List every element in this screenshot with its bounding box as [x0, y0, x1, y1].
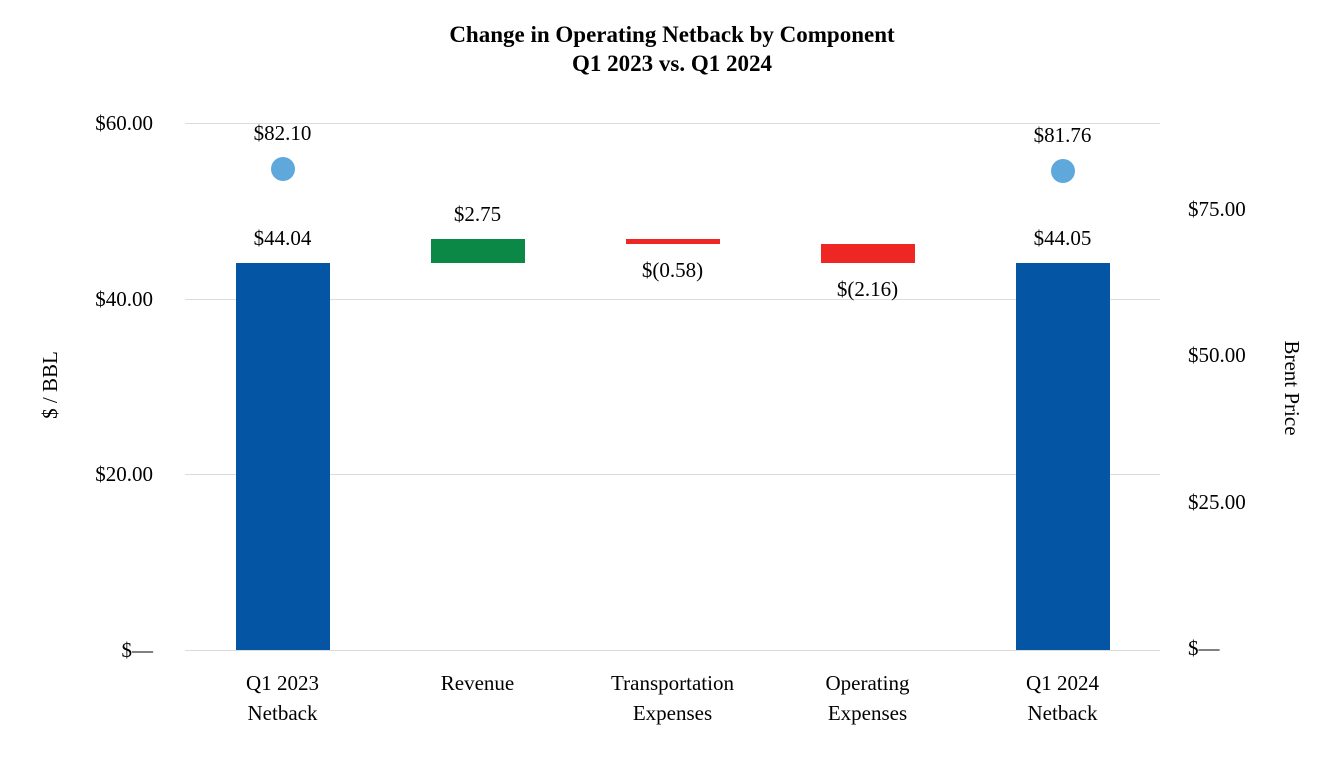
scatter-point-q1-2024-netback: [1050, 159, 1075, 184]
category-label-q1-2023-netback: Q1 2023 Netback: [185, 668, 380, 728]
category-label-line: Q1 2023: [246, 671, 319, 695]
scatter-point-q1-2023-netback: [270, 157, 295, 182]
bar-q1-2024-netback: [1015, 263, 1110, 650]
category-label-line: Transportation: [611, 671, 734, 695]
left-axis-tick-label: $40.00: [95, 286, 153, 311]
category-label-q1-2024-netback: Q1 2024 Netback: [965, 668, 1160, 728]
category-label-line: Expenses: [827, 701, 908, 725]
category-label-line: Operating: [825, 671, 910, 695]
bar-revenue: [430, 239, 525, 264]
gridline: [185, 298, 1160, 300]
bar-operating-expenses: [820, 244, 915, 264]
gridline: [185, 650, 1160, 651]
category-label-line: Expenses: [632, 701, 713, 725]
right-axis-tick-label: $75.00: [1188, 196, 1246, 221]
category-label-revenue: Revenue: [380, 668, 575, 698]
bar-q1-2023-netback: [235, 263, 330, 650]
left-axis-tick-label: $20.00: [95, 462, 153, 487]
chart-title: Change in Operating Netback by Component: [449, 22, 895, 47]
category-label-operating-expenses: Operating Expenses: [770, 668, 965, 728]
gridline: [185, 123, 1160, 124]
category-label-line: Q1 2024: [1026, 671, 1099, 695]
gridline: [185, 474, 1160, 476]
right-axis-tick-label: $25.00: [1188, 489, 1246, 514]
scatter-value-label-q1-2024-netback: $81.76: [1033, 123, 1092, 148]
right-axis-tick-label: $—: [1188, 636, 1220, 660]
category-label-line: Netback: [247, 701, 318, 725]
bar-value-label-q1-2024-netback: $44.05: [1033, 226, 1092, 251]
scatter-value-label-q1-2023-netback: $82.10: [253, 121, 312, 146]
left-axis-tick-label: $60.00: [95, 111, 153, 135]
bar-value-label-operating-expenses: $(2.16): [836, 277, 899, 302]
bar-value-label-transportation-expenses: $(0.58): [641, 258, 704, 283]
bar-value-label-revenue: $2.75: [453, 202, 502, 227]
category-label-transportation-expenses: Transportation Expenses: [575, 668, 770, 728]
category-label-line: Netback: [1027, 701, 1098, 725]
category-label-line: Revenue: [440, 671, 515, 695]
bar-transportation-expenses: [625, 239, 720, 245]
right-axis-tick-label: $50.00: [1188, 343, 1246, 368]
right-axis-title: Brent Price: [1280, 340, 1304, 436]
left-axis-tick-label: $—: [121, 638, 154, 662]
chart-title-block: Change in Operating Netback by Component…: [0, 20, 1344, 78]
bar-value-label-q1-2023-netback: $44.04: [253, 226, 312, 251]
chart-subtitle: Q1 2023 vs. Q1 2024: [572, 51, 772, 76]
